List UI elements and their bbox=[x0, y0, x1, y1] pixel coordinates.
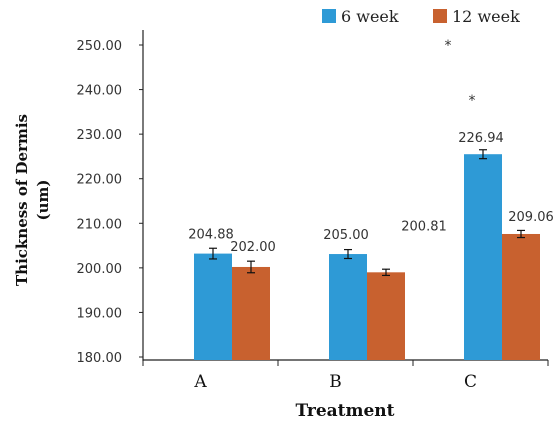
data-label: 226.94 bbox=[458, 131, 504, 146]
y-tick-label: 200.00 bbox=[77, 262, 123, 277]
bar-12-week-B bbox=[367, 272, 405, 360]
data-label: 205.00 bbox=[323, 228, 369, 243]
y-axis-title: Thickness of Dermis bbox=[13, 114, 31, 286]
bars bbox=[194, 149, 540, 360]
data-label: 200.81 bbox=[401, 219, 447, 234]
legend: 6 week 12 week bbox=[322, 7, 520, 26]
legend-label: 6 week bbox=[341, 7, 399, 26]
y-tick-label: 190.00 bbox=[77, 306, 123, 321]
bar-6-week-C bbox=[464, 154, 502, 360]
y-tick-label: 240.00 bbox=[77, 84, 123, 99]
bar-6-week-A bbox=[194, 253, 232, 360]
x-tick-label: B bbox=[329, 372, 342, 392]
y-axis: 180.00 190.00 200.00 210.00 220.00 230.00 240.… bbox=[77, 30, 144, 366]
legend-label: 12 week bbox=[452, 7, 520, 26]
x-axis: A B C bbox=[142, 359, 549, 392]
y-tick-label: 220.00 bbox=[77, 173, 123, 188]
data-label: 204.88 bbox=[188, 228, 234, 243]
y-tick-label: 250.00 bbox=[77, 39, 123, 54]
legend-swatch-12-week bbox=[433, 9, 447, 23]
data-label: 209.06 bbox=[508, 210, 554, 225]
x-tick-label: A bbox=[193, 372, 207, 392]
bar-12-week-A bbox=[232, 266, 270, 360]
x-tick-label: C bbox=[464, 372, 477, 392]
y-tick-label: 210.00 bbox=[77, 217, 123, 232]
bar-12-week-C bbox=[502, 233, 540, 360]
y-tick-label: 180.00 bbox=[77, 351, 123, 366]
annotations: ** bbox=[445, 38, 476, 109]
y-tick-label: 230.00 bbox=[77, 128, 123, 143]
data-label: 202.00 bbox=[230, 240, 276, 255]
x-axis-title: Treatment bbox=[295, 401, 394, 421]
y-axis-title-unit: (um) bbox=[34, 180, 52, 221]
significance-marker: * bbox=[469, 93, 476, 109]
legend-swatch-6-week bbox=[322, 9, 336, 23]
significance-marker: * bbox=[445, 38, 452, 54]
bar-6-week-B bbox=[329, 254, 367, 360]
